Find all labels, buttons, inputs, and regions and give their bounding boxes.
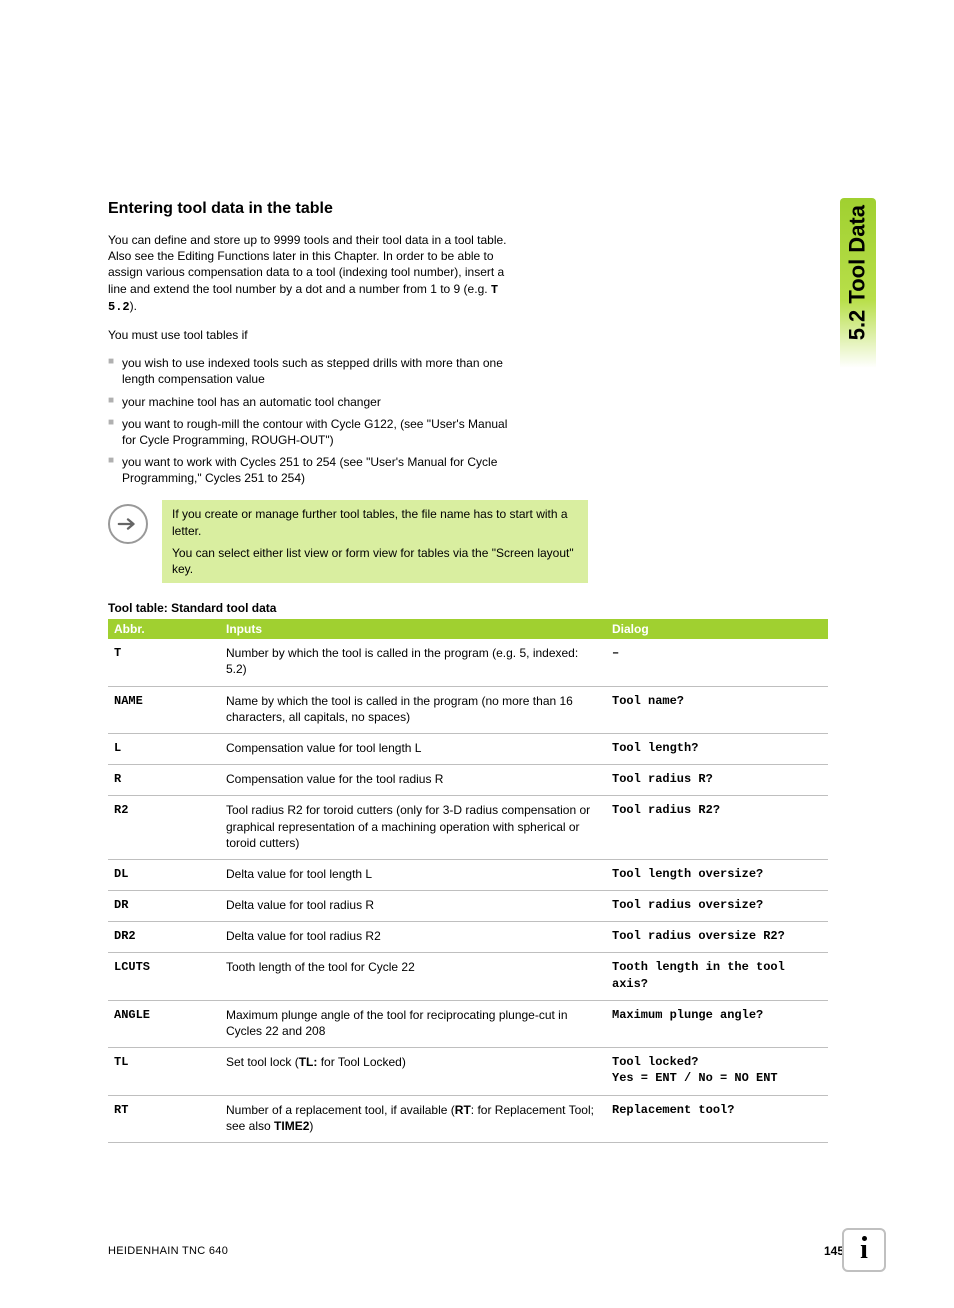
table-row: DRDelta value for tool radius RTool radi… [108, 891, 828, 922]
list-item: you want to work with Cycles 251 to 254 … [108, 454, 518, 486]
cell-dialog: – [606, 639, 828, 686]
cell-dialog: Tool radius R? [606, 765, 828, 796]
cell-dialog: Tool radius R2? [606, 796, 828, 860]
cell-abbr: R2 [108, 796, 220, 860]
cell-abbr: L [108, 733, 220, 764]
cell-abbr: RT [108, 1095, 220, 1142]
footer-page-number: 145 [824, 1244, 844, 1258]
cell-dialog: Tool name? [606, 686, 828, 733]
cell-dialog: Tool length oversize? [606, 859, 828, 890]
cell-inputs: Maximum plunge angle of the tool for rec… [220, 1000, 606, 1047]
cell-abbr: ANGLE [108, 1000, 220, 1047]
cell-dialog: Tool radius oversize R2? [606, 922, 828, 953]
note-line-2: You can select either list view or form … [172, 545, 578, 577]
intro-text-b: ). [130, 299, 137, 313]
bullet-list: you wish to use indexed tools such as st… [108, 355, 518, 486]
info-dot [862, 1236, 867, 1241]
cell-dialog: Tool locked? Yes = ENT / No = NO ENT [606, 1048, 828, 1095]
intro-paragraph-1: You can define and store up to 9999 tool… [108, 232, 508, 315]
cell-inputs: Compensation value for tool length L [220, 733, 606, 764]
cell-inputs: Delta value for tool radius R2 [220, 922, 606, 953]
col-header-abbr: Abbr. [108, 619, 220, 639]
note-box: If you create or manage further tool tab… [108, 500, 588, 583]
cell-abbr: NAME [108, 686, 220, 733]
side-tab-label: 5.2 Tool Data [844, 205, 870, 340]
table-row: RTNumber of a replacement tool, if avail… [108, 1095, 828, 1142]
cell-abbr: DL [108, 859, 220, 890]
cell-abbr: TL [108, 1048, 220, 1095]
table-row: TNumber by which the tool is called in t… [108, 639, 828, 686]
cell-abbr: R [108, 765, 220, 796]
table-row: LCUTSTooth length of the tool for Cycle … [108, 953, 828, 1000]
cell-dialog: Tool length? [606, 733, 828, 764]
section-title: Entering tool data in the table [108, 200, 854, 218]
intro-paragraph-2: You must use tool tables if [108, 327, 508, 343]
list-item: your machine tool has an automatic tool … [108, 394, 518, 410]
table-row: R2Tool radius R2 for toroid cutters (onl… [108, 796, 828, 860]
table-row: DR2Delta value for tool radius R2Tool ra… [108, 922, 828, 953]
cell-inputs: Delta value for tool radius R [220, 891, 606, 922]
table-header-row: Abbr. Inputs Dialog [108, 619, 828, 639]
cell-inputs: Number by which the tool is called in th… [220, 639, 606, 686]
cell-dialog: Tooth length in the tool axis? [606, 953, 828, 1000]
table-row: RCompensation value for the tool radius … [108, 765, 828, 796]
cell-abbr: DR [108, 891, 220, 922]
tool-data-table: Abbr. Inputs Dialog TNumber by which the… [108, 619, 828, 1143]
list-item: you want to rough-mill the contour with … [108, 416, 518, 448]
table-row: NAMEName by which the tool is called in … [108, 686, 828, 733]
cell-dialog: Replacement tool? [606, 1095, 828, 1142]
info-icon: ı [842, 1228, 886, 1272]
page-footer: HEIDENHAIN TNC 640 145 [108, 1244, 854, 1258]
footer-product: HEIDENHAIN TNC 640 [108, 1245, 228, 1257]
cell-inputs: Compensation value for the tool radius R [220, 765, 606, 796]
cell-inputs: Name by which the tool is called in the … [220, 686, 606, 733]
table-row: TLSet tool lock (TL: for Tool Locked)Too… [108, 1048, 828, 1095]
note-line-1: If you create or manage further tool tab… [172, 506, 578, 538]
cell-dialog: Tool radius oversize? [606, 891, 828, 922]
cell-inputs: Number of a replacement tool, if availab… [220, 1095, 606, 1142]
cell-inputs: Delta value for tool length L [220, 859, 606, 890]
table-row: LCompensation value for tool length LToo… [108, 733, 828, 764]
cell-dialog: Maximum plunge angle? [606, 1000, 828, 1047]
cell-inputs: Tooth length of the tool for Cycle 22 [220, 953, 606, 1000]
table-row: DLDelta value for tool length LTool leng… [108, 859, 828, 890]
intro-text-a: You can define and store up to 9999 tool… [108, 233, 507, 296]
cell-abbr: T [108, 639, 220, 686]
note-content: If you create or manage further tool tab… [162, 500, 588, 583]
list-item: you wish to use indexed tools such as st… [108, 355, 518, 387]
cell-abbr: LCUTS [108, 953, 220, 1000]
table-caption: Tool table: Standard tool data [108, 601, 854, 615]
cell-inputs: Tool radius R2 for toroid cutters (only … [220, 796, 606, 860]
cell-inputs: Set tool lock (TL: for Tool Locked) [220, 1048, 606, 1095]
arrow-icon [108, 504, 148, 544]
table-row: ANGLEMaximum plunge angle of the tool fo… [108, 1000, 828, 1047]
cell-abbr: DR2 [108, 922, 220, 953]
col-header-dialog: Dialog [606, 619, 828, 639]
col-header-inputs: Inputs [220, 619, 606, 639]
